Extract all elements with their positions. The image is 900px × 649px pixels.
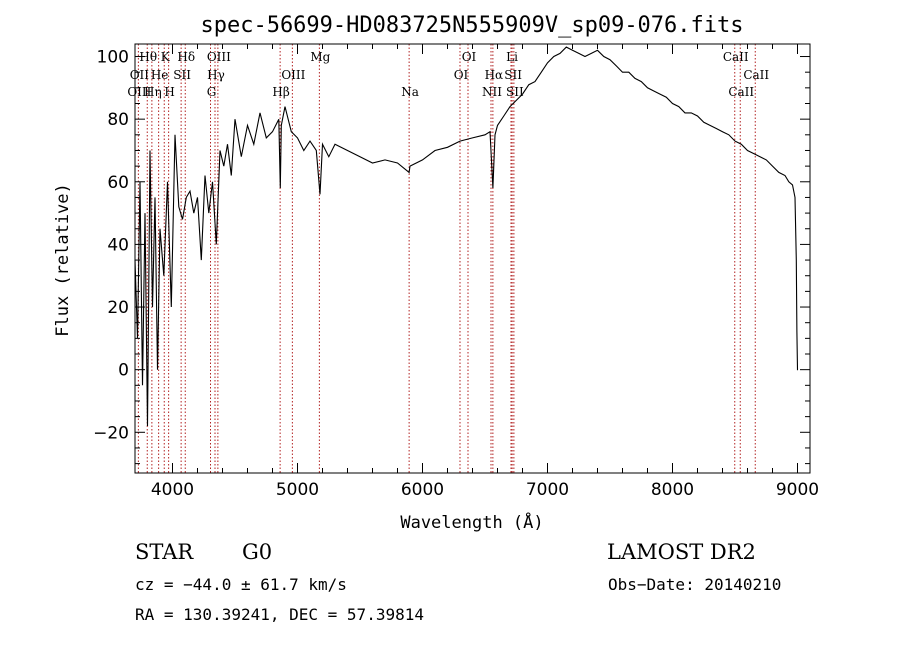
line-label-22: Na <box>401 85 419 99</box>
spectral-line-markers <box>137 44 756 473</box>
x-axis-label: Wavelength (Å) <box>400 511 543 533</box>
line-label-19: H <box>164 85 174 99</box>
line-label-5: OI <box>462 50 477 64</box>
x-tick-label: 8000 <box>651 480 694 500</box>
line-label-11: Hγ <box>207 68 225 82</box>
y-axis-label: Flux (relative) <box>53 183 73 337</box>
line-label-25: CaII <box>728 85 754 99</box>
line-label-23: NII <box>482 85 502 99</box>
line-label-14: Hα <box>485 68 504 82</box>
plot-frame <box>134 43 811 474</box>
line-label-10: SII <box>173 68 191 82</box>
line-label-15: SII <box>504 68 522 82</box>
y-tick-label: 100 <box>97 48 129 68</box>
y-tick-label: 20 <box>107 298 129 318</box>
x-tick-label: 4000 <box>151 480 194 500</box>
line-label-20: G <box>207 85 217 99</box>
y-axis: −20 0 20 40 60 80 100 <box>93 48 810 465</box>
x-tick-label: 7000 <box>526 480 569 500</box>
x-axis: 4000 5000 6000 7000 8000 9000 <box>151 44 819 500</box>
y-tick-label: 40 <box>107 235 129 255</box>
y-tick-label: −20 <box>93 423 129 443</box>
x-tick-label: 6000 <box>401 480 444 500</box>
y-tick-label: 0 <box>118 361 129 381</box>
survey-name: LAMOST DR2 <box>607 540 756 564</box>
y-tick-label: 80 <box>107 110 129 130</box>
object-subclass: G0 <box>242 540 273 564</box>
line-label-8: OII <box>130 68 150 82</box>
x-tick-label: 5000 <box>276 480 319 500</box>
line-label-13: OI <box>454 68 469 82</box>
spectrum-series-line <box>134 46 799 427</box>
line-label-24: SII <box>506 85 524 99</box>
line-label-6: Li <box>506 50 518 64</box>
line-label-21: Hβ <box>272 85 289 99</box>
redshift-cz: cz = −44.0 ± 61.7 km/s <box>135 575 347 594</box>
line-label-7: CaII <box>723 50 749 64</box>
line-label-4: Mg <box>310 50 330 64</box>
y-tick-label: 60 <box>107 173 129 193</box>
ra-dec-coordinates: RA = 130.39241, DEC = 57.39814 <box>135 605 424 624</box>
line-label-16: CaII <box>743 68 769 82</box>
line-label-1: K <box>161 50 171 64</box>
line-label-17: OIII <box>127 85 151 99</box>
line-label-9: He <box>151 68 169 82</box>
line-label-18: Hη <box>144 85 162 99</box>
x-tick-label: 9000 <box>776 480 819 500</box>
observation-date: Obs−Date: 20140210 <box>608 575 782 594</box>
object-class: STAR <box>135 540 194 564</box>
line-label-2: Hδ <box>177 50 195 64</box>
line-label-0: Hθ <box>139 50 157 64</box>
line-label-3: OIII <box>207 50 231 64</box>
line-label-12: OIII <box>281 68 305 82</box>
chart-title: spec-56699-HD083725N555909V_sp09-076.fit… <box>200 13 743 38</box>
